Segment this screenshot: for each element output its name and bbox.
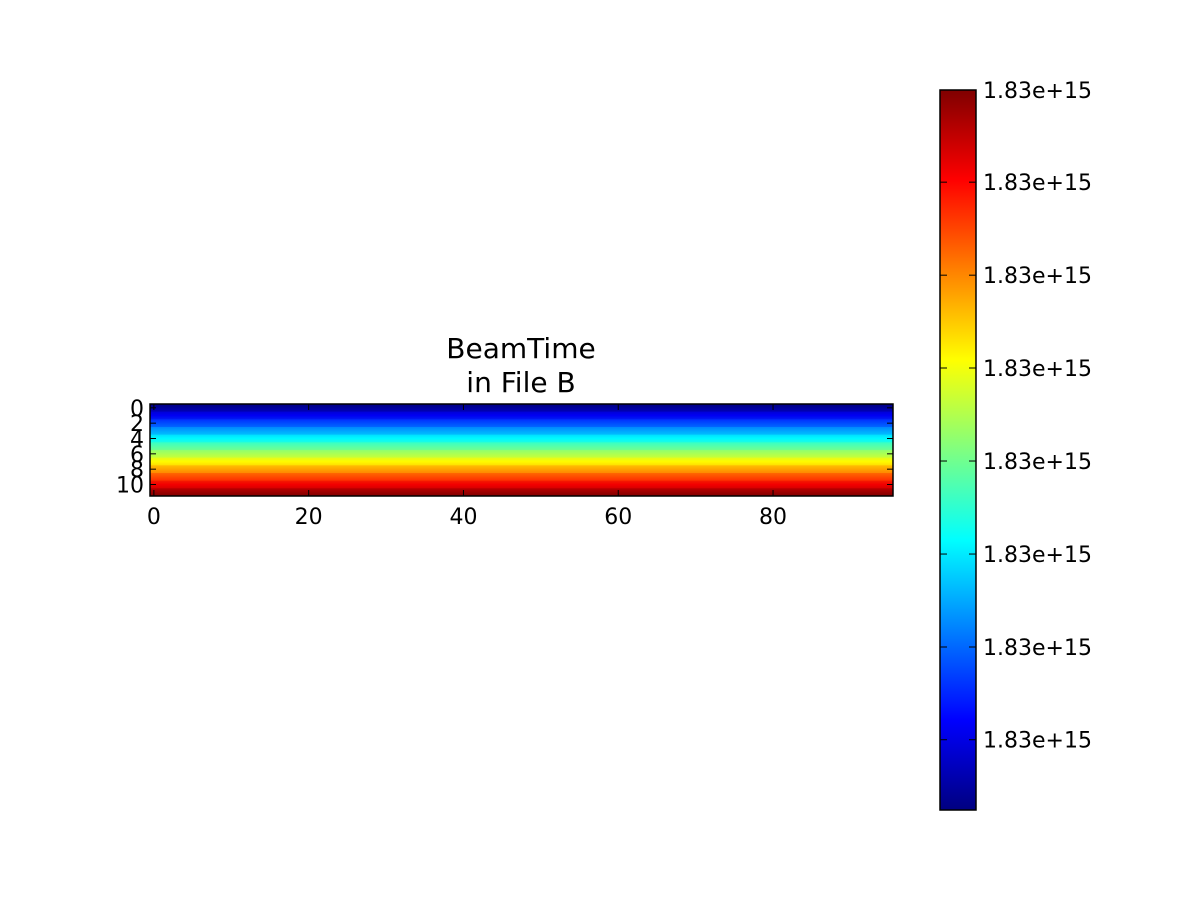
heatmap-row-8 [150,465,893,473]
y-tick-label-1: 2 [130,412,144,437]
heatmap-row-3 [150,427,893,435]
heatmap-row-6 [150,450,893,458]
chart-title-line-1: BeamTime [446,332,595,365]
x-tick-label-2: 40 [449,505,477,530]
x-axis: 0 20 40 60 80 [147,404,787,530]
chart-title: BeamTime in File B [446,332,595,399]
y-tick-label-4: 8 [130,458,144,483]
x-tick-label-0: 0 [147,505,161,530]
colorbar-tick-label-6: 1.83e+15 [983,171,1092,196]
x-tick-label-1: 20 [295,505,323,530]
heatmap-row-10 [150,480,893,489]
heatmap-row-4 [150,434,893,443]
y-tick-label-0: 0 [130,397,144,422]
heatmap-row-0 [150,404,893,412]
colorbar-tick-label-4: 1.83e+15 [983,357,1092,382]
colorbar-tick-label-1: 1.83e+15 [983,636,1092,661]
colorbar-tick-label-3: 1.83e+15 [983,450,1092,475]
colorbar-tick-label-0: 1.83e+15 [983,729,1092,754]
heatmap-row-5 [150,442,893,450]
colorbar-tick-label-2: 1.83e+15 [983,543,1092,568]
colorbar-tick-label-7: 1.83e+15 [983,79,1092,104]
heatmap-row-2 [150,419,893,427]
heatmap-row-7 [150,457,893,466]
heatmap-row-1 [150,411,893,420]
heatmap-rows [150,404,893,496]
plot-frame [149,403,894,497]
heatmap-image [150,404,893,496]
x-tick-label-4: 80 [759,505,787,530]
colorbar-ticks: 1.83e+15 1.83e+15 1.83e+15 1.83e+15 1.83e+15… [940,79,1092,754]
y-tick-label-2: 4 [130,428,144,453]
colorbar-tick-label-5: 1.83e+15 [983,264,1092,289]
colorbar-gradient [940,90,976,810]
heatmap-row-9 [150,473,893,481]
chart-title-line-2: in File B [466,366,575,399]
heatmap-row-11 [150,488,893,496]
colorbar: 1.83e+15 1.83e+15 1.83e+15 1.83e+15 1.83e+15… [939,79,1092,811]
colorbar-frame [939,89,977,811]
y-tick-label-5: 10 [116,474,144,499]
x-tick-label-3: 60 [604,505,632,530]
y-tick-label-3: 6 [130,443,144,468]
